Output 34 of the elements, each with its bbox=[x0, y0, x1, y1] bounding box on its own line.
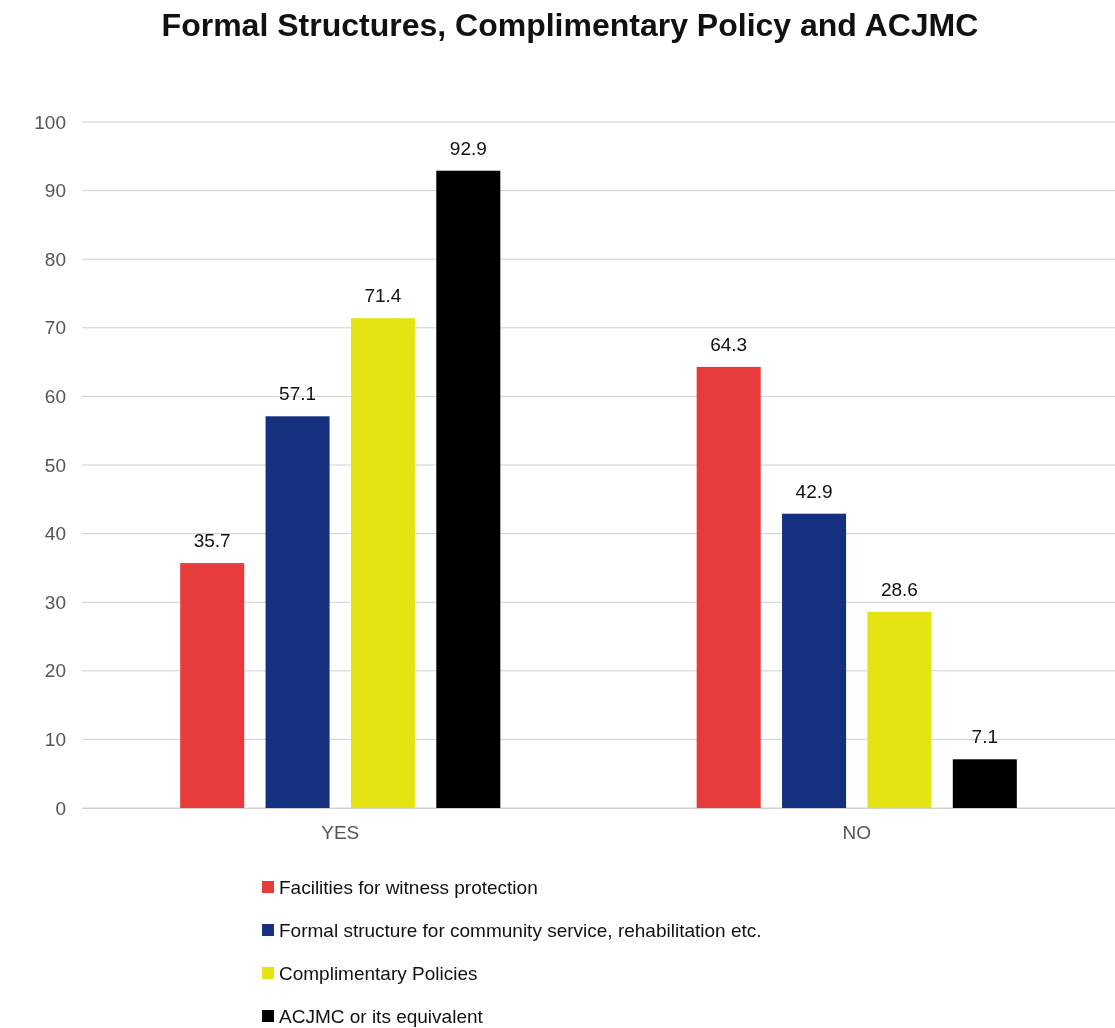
bar bbox=[867, 611, 932, 808]
y-tick-label: 100 bbox=[34, 111, 66, 133]
x-tick-label: YES bbox=[321, 822, 360, 844]
legend-label: Complimentary Policies bbox=[279, 963, 478, 984]
y-tick-label: 70 bbox=[44, 317, 66, 339]
data-label: 7.1 bbox=[971, 726, 999, 748]
y-tick-label: 90 bbox=[44, 180, 66, 202]
x-tick-label: NO bbox=[842, 822, 871, 844]
y-tick-label: 30 bbox=[44, 591, 66, 613]
data-label: 28.6 bbox=[880, 578, 918, 600]
y-tick-label: 80 bbox=[44, 248, 66, 270]
bar bbox=[696, 366, 761, 808]
y-tick-label: 60 bbox=[44, 385, 66, 407]
y-tick-label: 50 bbox=[44, 454, 66, 476]
bar bbox=[952, 759, 1017, 808]
data-label: 71.4 bbox=[364, 285, 402, 307]
chart-title: Formal Structures, Complimentary Policy and ACJMC bbox=[161, 7, 979, 43]
legend-label: Facilities for witness protection bbox=[279, 877, 538, 898]
bar bbox=[180, 563, 245, 808]
y-tick-label: 10 bbox=[44, 728, 66, 750]
data-label: 42.9 bbox=[795, 480, 833, 502]
bar bbox=[782, 513, 847, 808]
bar bbox=[436, 170, 501, 808]
data-label: 92.9 bbox=[449, 137, 487, 159]
bar bbox=[265, 416, 330, 808]
bar bbox=[350, 318, 415, 808]
legend-label: ACJMC or its equivalent bbox=[279, 1006, 484, 1027]
data-label: 64.3 bbox=[710, 333, 748, 355]
data-label: 35.7 bbox=[193, 530, 231, 552]
y-tick-label: 0 bbox=[55, 797, 66, 819]
legend-label: Formal structure for community service, rehabilitation etc. bbox=[279, 920, 762, 941]
y-tick-label: 40 bbox=[44, 523, 66, 545]
data-label: 57.1 bbox=[279, 383, 317, 405]
y-tick-label: 20 bbox=[44, 660, 66, 682]
